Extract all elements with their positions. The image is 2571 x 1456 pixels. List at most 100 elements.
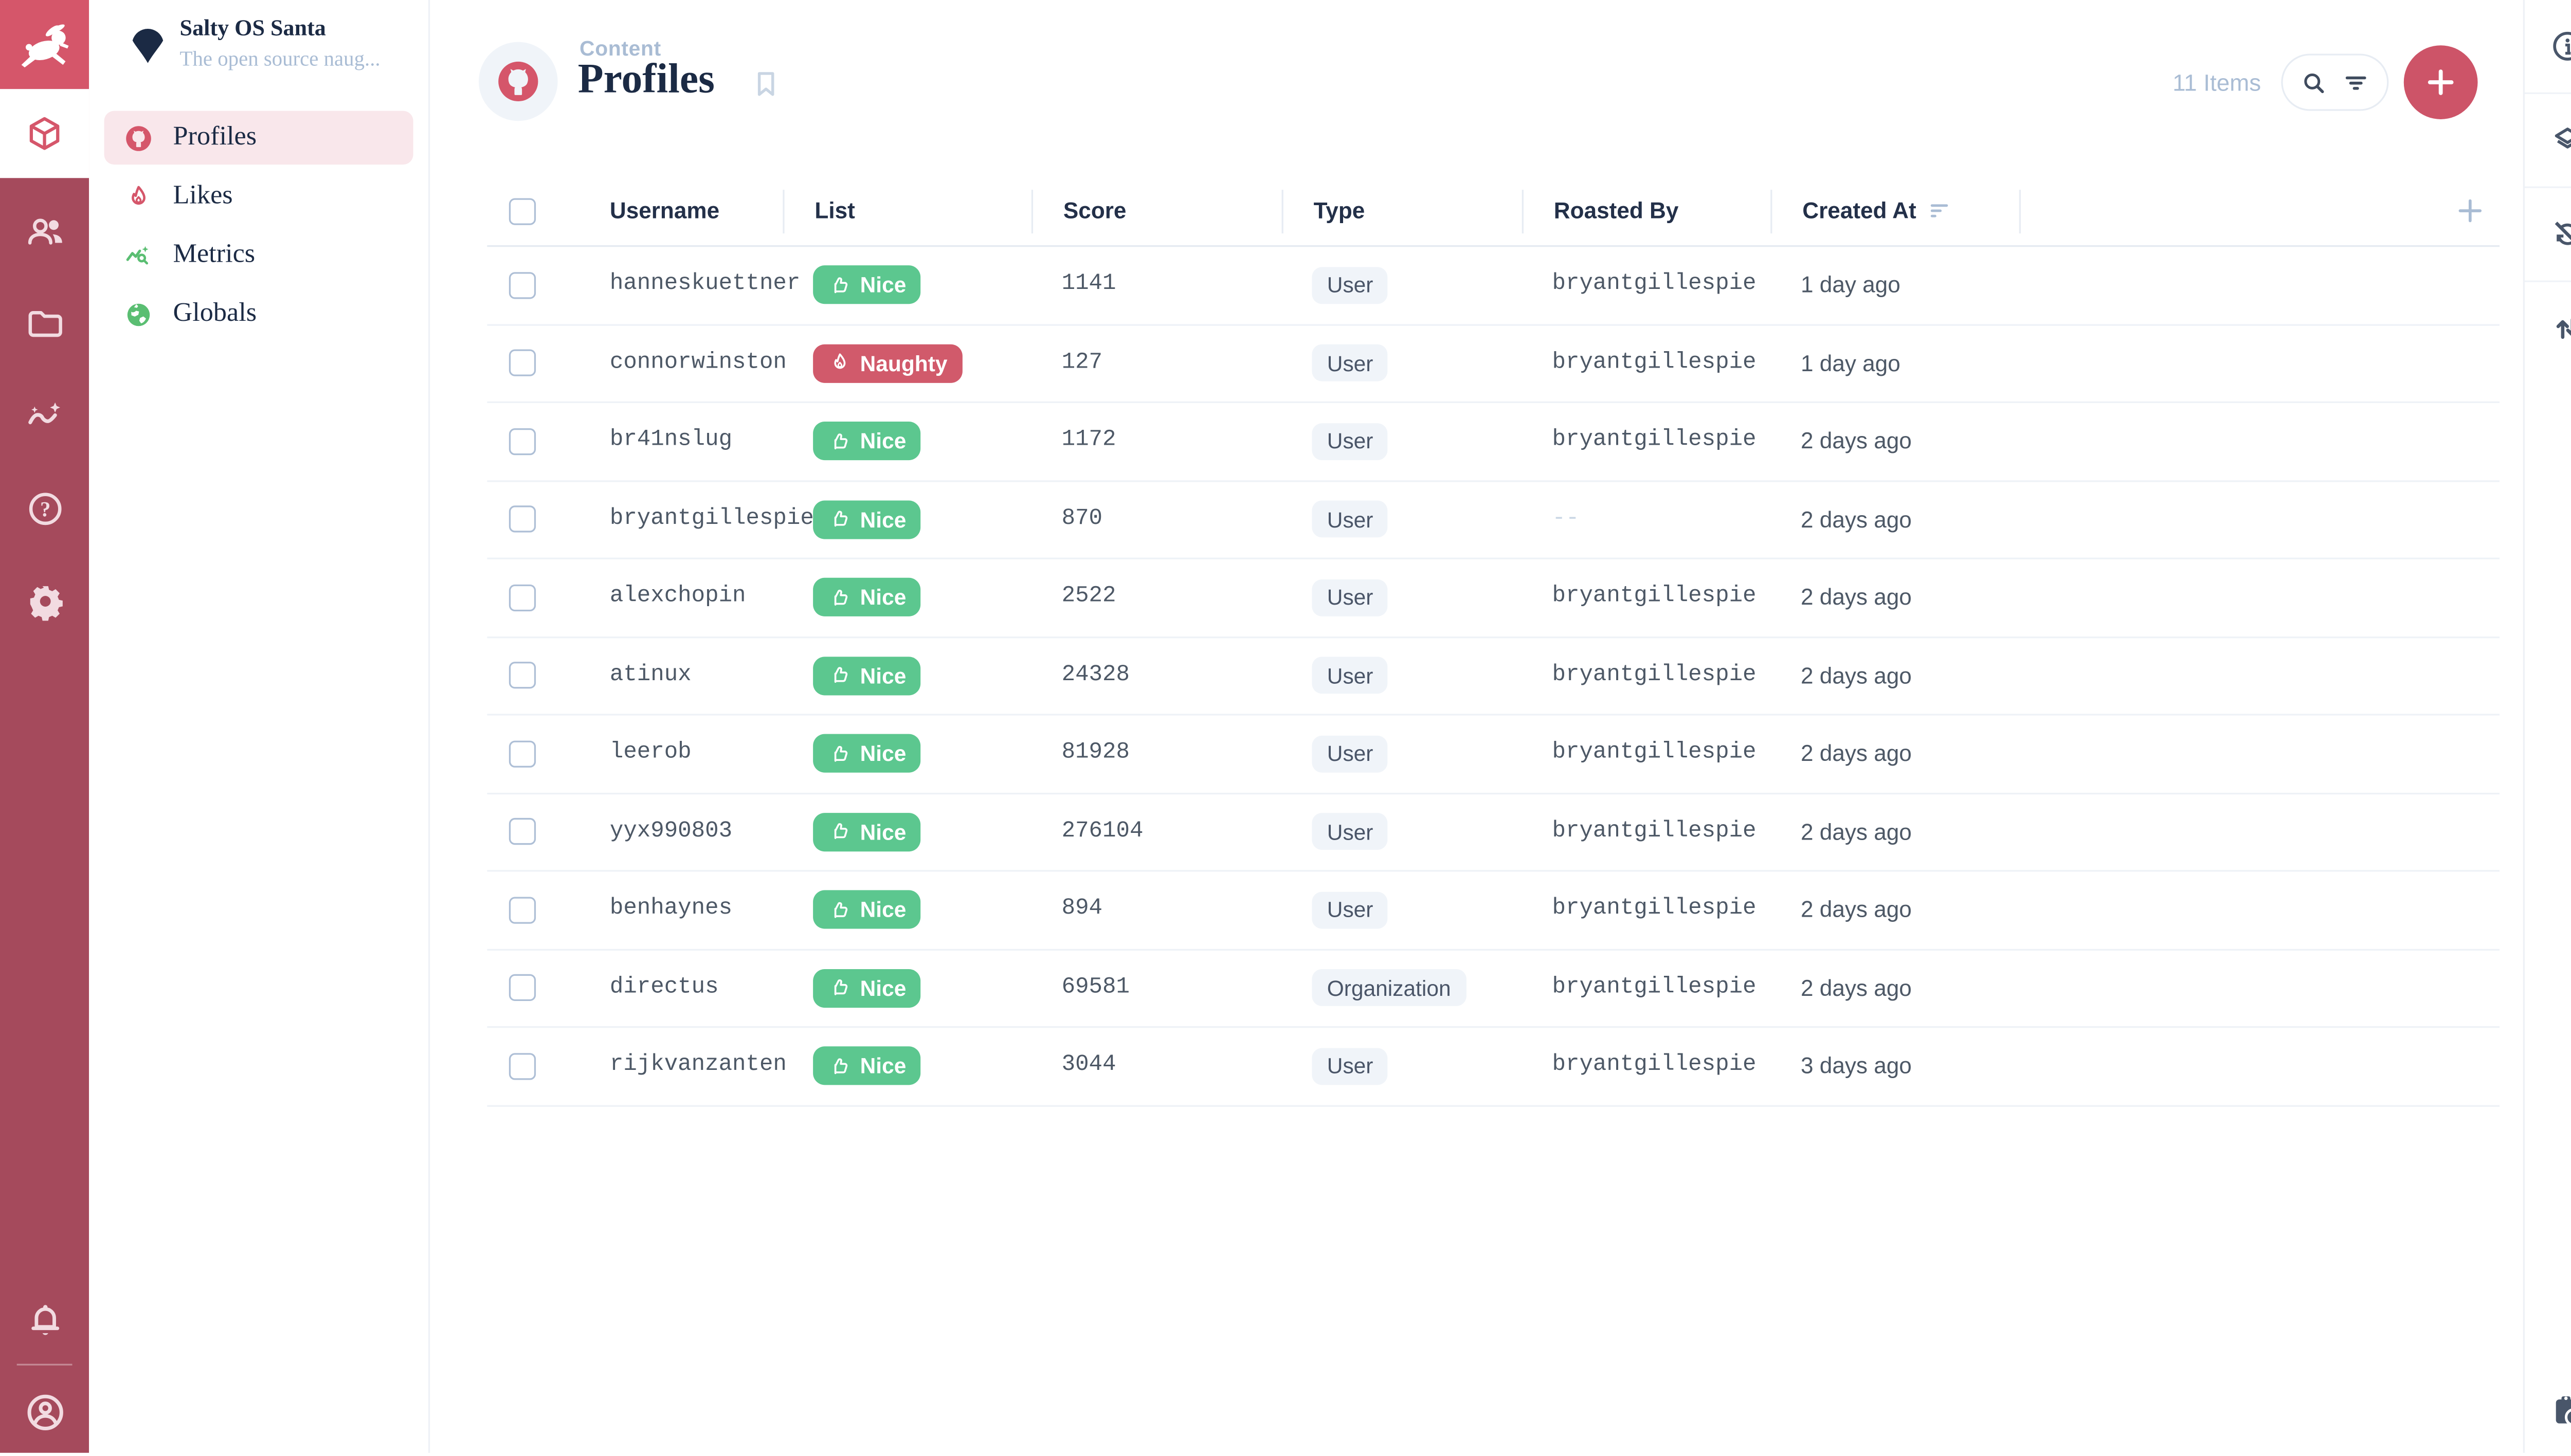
type-cell: Organization [1282,969,1522,1007]
row-checkbox[interactable] [509,818,536,846]
help-icon: ? [24,488,64,528]
created-at-cell: 3 days ago [1801,1053,1912,1079]
list-badge-label: Nice [860,975,907,1001]
score-cell: 1172 [1061,428,1116,454]
row-checkbox[interactable] [509,428,536,455]
row-checkbox[interactable] [509,271,536,299]
score-cell: 2522 [1061,585,1116,610]
sort-descending-icon [1926,198,1951,223]
table-row[interactable]: benhaynes Nice 894 User [487,871,2500,950]
nav-item-profiles[interactable]: Profiles [104,111,413,165]
nav-item-globals[interactable]: Globals [104,287,413,341]
module-insights[interactable] [0,371,89,460]
column-header-roasted-by[interactable]: Roasted By [1522,189,1770,233]
nav-item-label: Metrics [173,240,256,269]
pending-tasks-icon [2548,1392,2571,1429]
column-header-username[interactable]: Username [609,198,720,224]
table-row[interactable]: bryantgillespie Nice 870 Use [487,481,2500,559]
table-row[interactable]: atinux Nice 24328 User b [487,638,2500,716]
add-column-button[interactable] [2454,195,2486,227]
table-row[interactable]: hanneskuettner Nice 1141 Use [487,247,2500,325]
search-button[interactable] [2300,68,2328,97]
module-files[interactable] [0,279,89,368]
column-header-list[interactable]: List [783,189,1031,233]
list-badge: Nice [813,812,921,851]
list-cell: Nice [783,969,1031,1008]
github-icon [496,59,541,104]
project-descriptor: The open source naug... [179,47,381,71]
table-row[interactable]: directus Nice 69581 Organiza [487,950,2500,1028]
list-cell: Nice [783,1047,1031,1086]
table-row[interactable]: connorwinston Naughty 127 Us [487,325,2500,404]
list-badge: Nice [813,265,921,305]
list-cell: Nice [783,812,1031,851]
account-button[interactable] [0,1367,89,1456]
project-logo-button[interactable] [0,0,89,89]
table-row[interactable]: br41nslug Nice 1172 User [487,403,2500,481]
column-header-created-at[interactable]: Created At [1770,189,2019,233]
project-mark-icon [126,25,170,69]
select-all-cell [487,189,559,233]
list-cell: Nice [783,578,1031,617]
table-row[interactable]: alexchopin Nice 2522 User [487,559,2500,638]
row-spacer [2019,654,2500,698]
thumbs-up-icon [828,742,852,766]
filter-button[interactable] [2342,68,2370,97]
type-chip: User [1312,1047,1388,1085]
import-export-sidebar-button[interactable] [2525,282,2571,375]
table-row[interactable]: yyx990803 Nice 276104 User [487,794,2500,872]
breadcrumb[interactable]: Content [580,37,661,61]
project-header[interactable]: Salty OS Santa The open source naug... [89,0,430,94]
row-checkbox[interactable] [509,584,536,611]
notifications-button[interactable] [0,1277,89,1366]
table-header-spacer [2019,189,2500,233]
monitoring-icon [124,241,153,270]
list-cell: Nice [783,734,1031,773]
roasted-by-cell: bryantgillespie [1552,585,1757,610]
row-select-cell [487,896,559,923]
bookmark-button[interactable] [746,64,786,104]
module-docs[interactable]: ? [0,464,89,553]
type-cell: User [1282,813,1522,850]
table-row[interactable]: rijkvanzanten Nice 3044 User [487,1028,2500,1106]
table-row[interactable]: leerob Nice 81928 User b [487,716,2500,794]
select-all-checkbox[interactable] [509,197,536,225]
rabbit-icon [14,14,75,75]
module-content[interactable] [0,89,89,178]
type-cell: User [1282,891,1522,929]
thumbs-up-icon [828,664,852,687]
sync-disabled-sidebar-button[interactable] [2525,188,2571,281]
score-cell: 3044 [1061,1053,1116,1079]
layers-sidebar-button[interactable] [2525,94,2571,187]
row-checkbox[interactable] [509,662,536,689]
nav-item-likes[interactable]: Likes [104,170,413,224]
list-badge-label: Nice [860,1053,907,1079]
add-item-button[interactable] [2403,45,2478,119]
row-checkbox[interactable] [509,1052,536,1080]
nav-item-metrics[interactable]: Metrics [104,228,413,282]
module-users[interactable] [0,187,89,276]
info-sidebar-button[interactable] [2525,0,2571,93]
roasted-by-cell: bryantgillespie [1552,819,1757,845]
row-checkbox[interactable] [509,350,536,377]
pending-tasks-sidebar-button[interactable] [2525,1364,2571,1456]
column-header-score[interactable]: Score [1031,189,1282,233]
username-cell: connorwinston [609,350,787,376]
row-spacer [2019,263,2500,307]
row-spacer [2019,732,2500,776]
row-checkbox[interactable] [509,974,536,1002]
info-icon [2549,29,2571,64]
module-settings[interactable] [0,556,89,645]
row-select-cell [487,350,559,377]
row-spacer [2019,420,2500,463]
row-checkbox[interactable] [509,896,536,923]
collection-avatar-button[interactable] [479,42,558,121]
column-header-type[interactable]: Type [1281,189,1522,233]
row-checkbox[interactable] [509,506,536,533]
list-badge-label: Nice [860,897,907,923]
score-cell: 127 [1061,350,1103,376]
row-checkbox[interactable] [509,740,536,768]
username-cell: benhaynes [609,897,733,923]
created-at-cell: 2 days ago [1801,819,1912,845]
